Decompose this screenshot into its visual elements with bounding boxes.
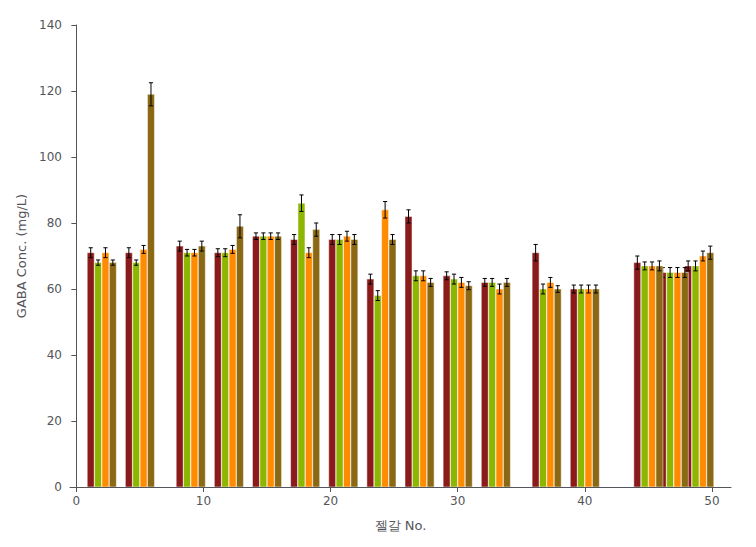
svg-text:20: 20 bbox=[47, 414, 62, 428]
svg-text:0: 0 bbox=[54, 480, 62, 494]
svg-text:60: 60 bbox=[47, 282, 62, 296]
svg-text:젤갈 No.: 젤갈 No. bbox=[375, 518, 427, 533]
svg-text:100: 100 bbox=[39, 150, 62, 164]
svg-text:GABA Conc. (mg/L): GABA Conc. (mg/L) bbox=[14, 194, 29, 318]
svg-text:40: 40 bbox=[577, 494, 592, 508]
svg-text:140: 140 bbox=[39, 18, 62, 32]
svg-text:80: 80 bbox=[47, 216, 62, 230]
svg-text:50: 50 bbox=[704, 494, 719, 508]
svg-text:10: 10 bbox=[196, 494, 211, 508]
svg-text:40: 40 bbox=[47, 348, 62, 362]
svg-text:30: 30 bbox=[450, 494, 465, 508]
svg-text:20: 20 bbox=[323, 494, 338, 508]
svg-text:0: 0 bbox=[73, 494, 81, 508]
svg-text:120: 120 bbox=[39, 84, 62, 98]
